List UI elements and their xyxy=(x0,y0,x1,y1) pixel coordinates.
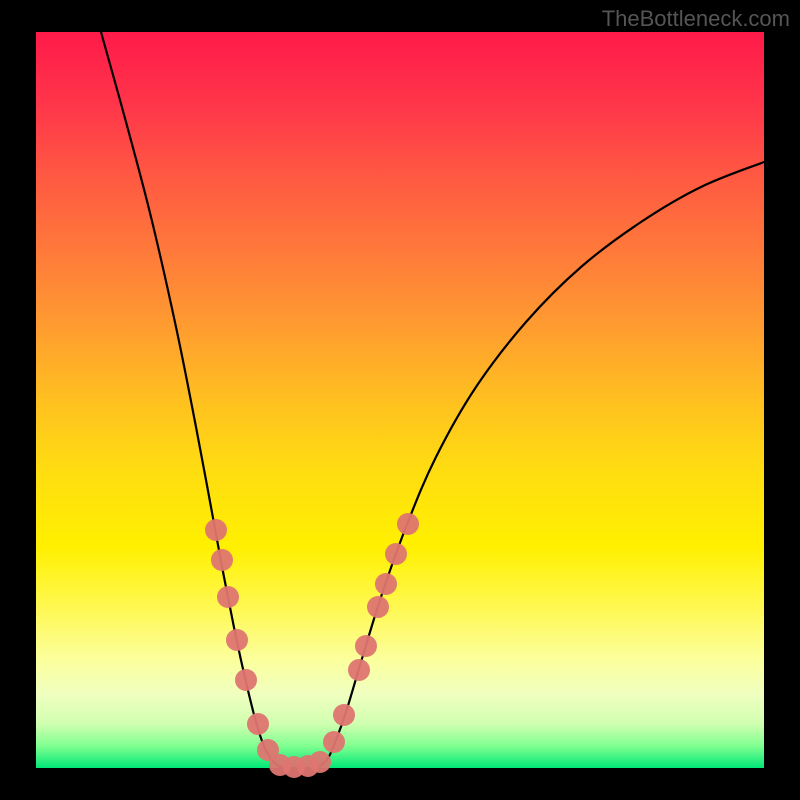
marker-point xyxy=(348,659,370,681)
marker-point xyxy=(205,519,227,541)
bottleneck-curve xyxy=(101,32,764,768)
marker-point xyxy=(217,586,239,608)
marker-point xyxy=(375,573,397,595)
marker-point xyxy=(333,704,355,726)
marker-point xyxy=(226,629,248,651)
marker-point xyxy=(247,713,269,735)
marker-point xyxy=(235,669,257,691)
marker-point xyxy=(385,543,407,565)
marker-point xyxy=(211,549,233,571)
marker-point xyxy=(309,751,331,773)
marker-point xyxy=(323,731,345,753)
marker-point xyxy=(397,513,419,535)
marker-point xyxy=(355,635,377,657)
watermark-text: TheBottleneck.com xyxy=(602,6,790,32)
marker-point xyxy=(367,596,389,618)
chart-container: TheBottleneck.com xyxy=(0,0,800,800)
curve-overlay xyxy=(0,0,800,800)
